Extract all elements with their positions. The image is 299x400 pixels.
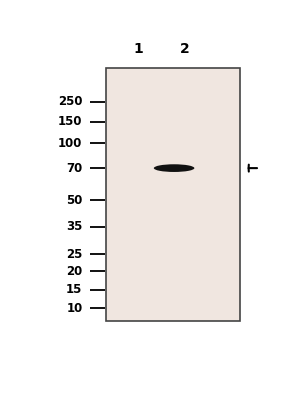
Text: 10: 10 [66, 302, 83, 315]
Text: 20: 20 [66, 265, 83, 278]
Text: 250: 250 [58, 96, 83, 108]
FancyBboxPatch shape [106, 68, 240, 320]
Ellipse shape [154, 164, 194, 172]
Text: 50: 50 [66, 194, 83, 207]
Text: 35: 35 [66, 220, 83, 233]
Text: 100: 100 [58, 137, 83, 150]
Text: 25: 25 [66, 248, 83, 261]
Text: 150: 150 [58, 116, 83, 128]
Text: 15: 15 [66, 283, 83, 296]
Text: 2: 2 [180, 42, 189, 56]
Text: 70: 70 [66, 162, 83, 175]
Text: 1: 1 [133, 42, 143, 56]
